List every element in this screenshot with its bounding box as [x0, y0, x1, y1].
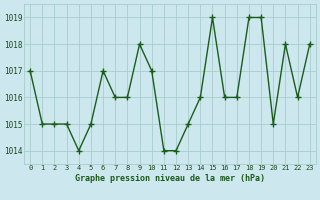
X-axis label: Graphe pression niveau de la mer (hPa): Graphe pression niveau de la mer (hPa): [75, 174, 265, 183]
